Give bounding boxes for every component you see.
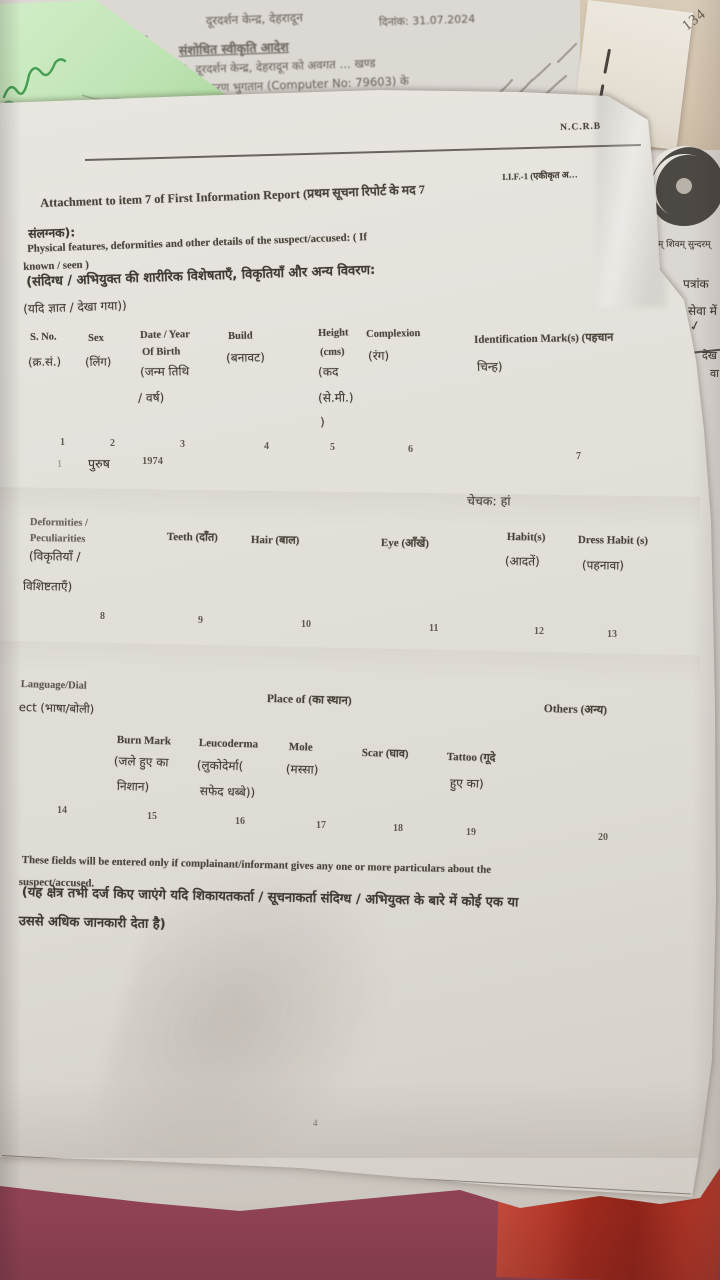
t1-col-idmark-l1: चिन्ह) (476, 359, 503, 374)
t1-colnum-6: 6 (408, 444, 413, 455)
slip-patrank-label: पत्रांक (683, 277, 709, 291)
t1-col-build-hi: (बनावट) (225, 350, 265, 365)
t3-colnum-15: 15 (147, 811, 157, 822)
t1-col-complexion-hi: (रंग) (367, 348, 390, 363)
slip-partial-text-2: वा (710, 367, 719, 380)
t3-colnum-14: 14 (57, 805, 67, 816)
t3-col-burnmark-l1: (जले हुए का (113, 754, 169, 770)
footer-note-en1: These fields will be entered only if com… (21, 854, 492, 876)
t1-col-dob-l0: Date / Year (140, 329, 190, 341)
t1-col-dob-l2: (जन्म तिथि (139, 364, 190, 379)
t2-col-dresshabit-l1: (पहनावा) (581, 558, 625, 573)
t3-col-mole-l1: (मस्सा) (285, 762, 319, 777)
page-number: 4 (313, 1118, 318, 1128)
page-bottom-edge-line (1, 1155, 691, 1195)
paper-wrinkle (0, 487, 701, 531)
t3-col-language-l1: ect (भाषा/बोली) (18, 700, 95, 716)
t3-colnum-16: 16 (235, 816, 245, 827)
t1-colnum-3: 3 (180, 439, 185, 450)
t2-colnum-8: 8 (100, 611, 105, 622)
t3-group-placeof: Place of (का स्थान) (266, 693, 352, 708)
paper-wrinkle (0, 640, 701, 686)
t2-colnum-13: 13 (607, 629, 617, 640)
bottom-edge-shading (0, 1080, 716, 1158)
t2-col-deformities-l3: विशिष्टताएँ) (22, 579, 73, 594)
t1-col-sno-en: S. No. (30, 331, 57, 343)
t1-col-height-l0: Height (318, 327, 349, 339)
t2-colnum-11: 11 (429, 623, 439, 634)
t1-col-idmark-l0: Identification Mark(s) (पहचान (474, 331, 614, 346)
attachment-title-line2: संलग्नक): (28, 225, 76, 241)
t1-colnum-5: 5 (330, 442, 335, 453)
t3-col-language-l0: Language/Dial (20, 679, 87, 692)
t1-colnum-2: 2 (110, 438, 115, 449)
t3-colnum-20: 20 (598, 832, 608, 843)
physical-features-heading-hi2: (यदि ज्ञात / देखा गया)) (22, 298, 127, 316)
t2-colnum-12: 12 (534, 626, 544, 637)
t2-col-teeth: Teeth (दाँत) (166, 531, 218, 544)
header-rule-line (85, 143, 641, 161)
t2-col-deformities-l0: Deformities / (29, 517, 89, 529)
t1-col-height-l4: ) (319, 414, 325, 429)
t1-col-dob-l1: Of Birth (142, 346, 181, 358)
t3-col-leucoderma-l1: (लुकोदेर्मा( (196, 758, 244, 774)
t1-row-year-of-birth: 1974 (142, 456, 163, 467)
smallpox-note: चेचक: हां (466, 493, 511, 509)
t3-col-others: Others (अन्य) (543, 703, 608, 717)
t1-col-sno-hi: (क्र.सं.) (27, 354, 62, 369)
t1-col-complexion-en: Complexion (366, 328, 421, 340)
t2-colnum-10: 10 (301, 619, 311, 630)
t2-col-eye: Eye (आँखें) (380, 537, 430, 550)
t2-colnum-9: 9 (198, 615, 203, 626)
t3-colnum-18: 18 (393, 823, 403, 834)
logo-motto: सत्यम् शिवम् सुन्दरम् (644, 240, 711, 250)
t3-col-leucoderma-l0: Leucoderma (198, 737, 259, 751)
t1-colnum-1: 1 (60, 437, 65, 448)
slip-partial-text-1: देख (702, 349, 717, 362)
footer-note-hi1: (यह क्षेत्र तभी दर्ज किए जाएंगे यदि शिका… (21, 885, 519, 911)
t3-col-burnmark-l2: निशान) (116, 779, 150, 794)
footer-note-hi2: उससे अधिक जानकारी देता है) (18, 914, 166, 933)
t1-colnum-4: 4 (264, 441, 269, 452)
t1-col-height-l3: (से.मी.) (317, 390, 354, 405)
t1-col-height-l1: (cms) (320, 346, 345, 358)
t3-col-leucoderma-l2: सफेद धब्बे)) (199, 784, 256, 800)
t1-row-sex: पुरुष (88, 456, 110, 471)
iif-form-label: I.I.F.-1 (एकीकृत अ… (502, 169, 578, 182)
t2-col-hair: Hair (बाल) (250, 534, 300, 547)
t2-col-habits-l0: Habit(s) (506, 531, 546, 544)
doordarshan-letterhead-slip: सत्यम् शिवम् सुन्दरम् पत्रांक सेवा में ✓… (630, 60, 720, 440)
t1-col-sex-hi: (लिंग) (84, 354, 112, 369)
t2-col-dresshabit-l0: Dress Habit (s) (577, 534, 649, 547)
t2-col-deformities-l1: Peculiarities (29, 533, 86, 545)
t3-col-mole-l0: Mole (288, 741, 313, 754)
t2-col-deformities-l2: (विकृतियाँ / (28, 549, 81, 564)
ncrb-header: N.C.R.B (560, 121, 602, 133)
t3-col-tattoo-l0: Tattoo (गूदे (446, 751, 496, 765)
t1-col-build-en: Build (228, 330, 253, 342)
slip-seva-mein-label: सेवा में (688, 304, 717, 318)
t3-colnum-17: 17 (316, 820, 326, 831)
physical-features-heading-en2: known / seen ) (23, 258, 90, 273)
attachment-title-line1: Attachment to item 7 of First Informatio… (40, 182, 426, 210)
t1-col-height-l2: (कद (317, 364, 339, 379)
t1-row-sno: 1 (57, 459, 62, 470)
t3-col-burnmark-l0: Burn Mark (116, 734, 172, 748)
t3-col-scar: Scar (घाव) (361, 747, 409, 761)
t3-colnum-19: 19 (466, 827, 476, 838)
t1-col-dob-l3: / वर्ष) (137, 390, 165, 405)
t3-col-tattoo-l1: हुए का) (449, 776, 484, 791)
t2-col-habits-l1: (आदतें) (504, 554, 540, 569)
physical-features-heading-en1: Physical features, deformities and other… (27, 231, 368, 255)
t1-col-sex-en: Sex (88, 332, 104, 344)
t1-colnum-7: 7 (576, 451, 581, 462)
page-curl-highlight (596, 92, 666, 307)
doordarshan-logo (644, 146, 720, 226)
